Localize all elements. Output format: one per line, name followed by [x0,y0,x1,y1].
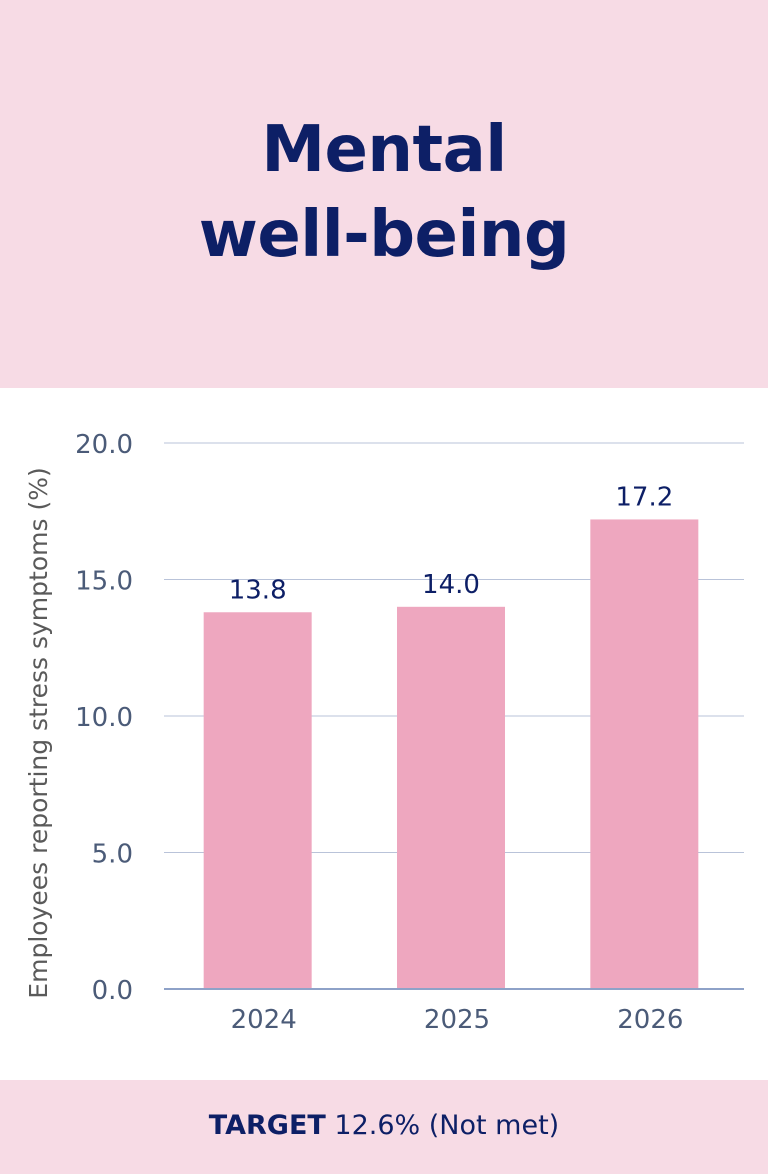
y-tick-label: 5.0 [92,840,133,870]
bar-value-label: 14.0 [422,570,480,600]
page-title-line-2: well-being [198,198,570,272]
page-title-line-1: Mental [261,113,507,187]
target-statement: TARGET 12.6% (Not met) [0,1110,768,1142]
x-tick-label: 2026 [617,1005,683,1035]
y-tick-label: 0.0 [92,976,133,1006]
y-axis-title: Employees reporting stress symptoms (%) [24,467,53,998]
footer-banner [0,1080,768,1174]
x-tick-label: 2024 [231,1005,297,1035]
bars [203,519,699,989]
x-tick-label: 2025 [424,1005,490,1035]
bar-value-label: 17.2 [615,482,673,512]
header-banner: Mental well-being [0,0,768,388]
labels: 0.0 5.0 10.0 15.0 20.0 13.8 2024 14.0 2025 17.2 20… [24,430,683,1035]
bar-value-label: 13.8 [229,575,287,605]
y-tick-label: 15.0 [75,567,133,597]
bar-2024 [203,612,312,989]
y-tick-label: 10.0 [75,703,133,733]
target-label: TARGET [208,1110,326,1141]
bar-2026 [590,519,699,989]
bar-chart: 0.0 5.0 10.0 15.0 20.0 13.8 2024 14.0 2025 17.2 20… [24,430,744,1035]
bar-2025 [397,606,505,989]
target-value: 12.6% (Not met) [334,1110,560,1141]
y-tick-label: 20.0 [75,430,133,460]
